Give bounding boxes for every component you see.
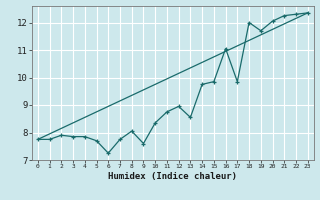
X-axis label: Humidex (Indice chaleur): Humidex (Indice chaleur) (108, 172, 237, 181)
